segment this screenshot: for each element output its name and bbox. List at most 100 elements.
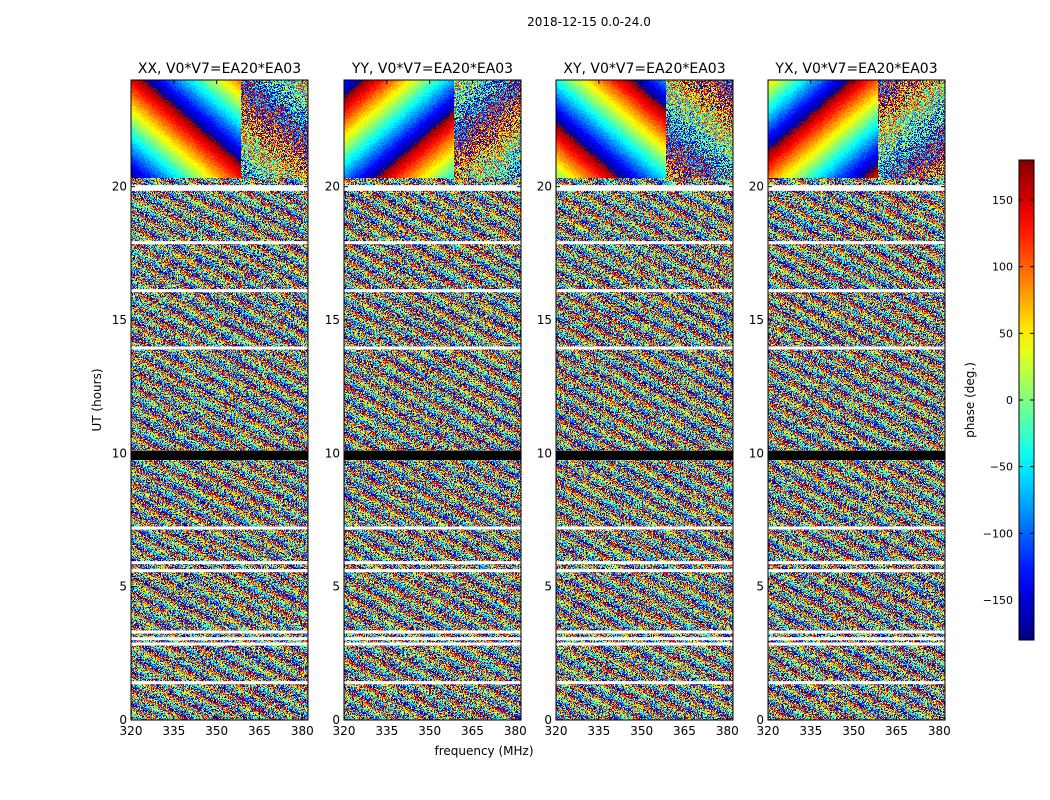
panel-yy: YY, V0*V7=EA20*EA03 320 335 350 365 380 0 5 10 15… [325, 61, 527, 738]
panel-title: YY, V0*V7=EA20*EA03 [351, 61, 513, 77]
figure-title: 2018-12-15 0.0-24.0 [527, 15, 651, 29]
flagged-gap [131, 681, 308, 685]
flagged-gap [344, 630, 521, 634]
dead-band [131, 450, 308, 460]
flagged-gap [768, 241, 945, 245]
flagged-gap [556, 241, 733, 245]
heatmap-image [556, 80, 733, 720]
y-tick-label: 15 [325, 313, 340, 327]
y-tick-label: 20 [537, 180, 552, 194]
colorbar-label: phase (deg.) [963, 362, 977, 438]
axes-frame [555, 79, 734, 721]
panel-xy: XY, V0*V7=EA20*EA03 320 335 350 365 380 0 5 10 15… [537, 61, 739, 738]
flagged-gap [344, 241, 521, 245]
dead-band [556, 450, 733, 460]
y-tick-label: 0 [756, 713, 764, 727]
axes-frame [343, 79, 522, 721]
flagged-gap [131, 289, 308, 293]
x-tick-label: 350 [630, 724, 653, 738]
flagged-gap [768, 185, 945, 189]
flagged-gap [131, 569, 308, 573]
flagged-gap [556, 630, 733, 634]
panel-yx: YX, V0*V7=EA20*EA03 320 335 350 365 380 0 5 10 15… [749, 61, 951, 738]
x-tick-label: 335 [799, 724, 822, 738]
y-tick-label: 10 [749, 446, 764, 460]
flagged-gap [556, 642, 733, 646]
y-tick-label: 20 [325, 180, 340, 194]
flagged-gap [344, 642, 521, 646]
flagged-gap [131, 346, 308, 350]
y-tick-label: 10 [325, 446, 340, 460]
axes-frame [767, 79, 946, 721]
flagged-gap [344, 637, 521, 641]
flagged-gap [131, 241, 308, 245]
x-tick-label: 365 [885, 724, 908, 738]
flagged-gap [768, 346, 945, 350]
colorbar-tick-label: 0 [1006, 394, 1013, 407]
x-tick-label: 380 [504, 724, 527, 738]
y-tick-label: 15 [112, 313, 127, 327]
flagged-gap [131, 561, 308, 565]
x-tick-label: 365 [248, 724, 271, 738]
y-tick-label: 5 [119, 580, 127, 594]
flagged-gap [768, 642, 945, 646]
x-tick-label: 335 [587, 724, 610, 738]
flagged-gap [344, 526, 521, 530]
flagged-gap [768, 681, 945, 685]
dead-band [768, 450, 945, 460]
colorbar: −150 −100 −50 0 50 100 150 [983, 159, 1035, 641]
x-tick-label: 350 [842, 724, 865, 738]
y-tick-label: 10 [112, 446, 127, 460]
colorbar-tick-label: 100 [992, 261, 1013, 274]
flagged-gap [344, 289, 521, 293]
axes-frame [130, 79, 309, 721]
flagged-gap [344, 569, 521, 573]
y-tick-label: 0 [544, 713, 552, 727]
x-tick-label: 350 [205, 724, 228, 738]
flagged-gap [768, 526, 945, 530]
flagged-gap [768, 637, 945, 641]
flagged-gap [768, 289, 945, 293]
x-tick-label: 320 [333, 724, 356, 738]
colorbar-tick-label: 50 [999, 327, 1013, 340]
y-tick-label: 5 [756, 580, 764, 594]
flagged-gap [768, 561, 945, 565]
x-tick-label: 380 [716, 724, 739, 738]
flagged-gap [344, 681, 521, 685]
y-tick-label: 5 [544, 580, 552, 594]
x-tick-label: 380 [928, 724, 951, 738]
flagged-gap [344, 561, 521, 565]
panel-xx: XX, V0*V7=EA20*EA03 320 335 350 365 380 0 5 10 15… [112, 61, 314, 738]
colorbar-tick-label: 150 [992, 194, 1013, 207]
flagged-gap [556, 569, 733, 573]
y-tick-label: 0 [119, 713, 127, 727]
y-axis-label: UT (hours) [90, 368, 104, 431]
x-tick-label: 350 [418, 724, 441, 738]
dead-band [344, 450, 521, 460]
x-tick-label: 320 [120, 724, 143, 738]
x-tick-label: 320 [757, 724, 780, 738]
y-tick-label: 20 [112, 180, 127, 194]
panel-title: YX, V0*V7=EA20*EA03 [774, 61, 937, 77]
colorbar-tick-label: −100 [983, 527, 1013, 540]
heatmap-image [344, 80, 521, 720]
flagged-gap [556, 289, 733, 293]
flagged-gap [768, 187, 945, 191]
flagged-gap [344, 185, 521, 189]
y-tick-label: 20 [749, 180, 764, 194]
flagged-gap [344, 346, 521, 350]
colorbar-tick-label: −50 [990, 461, 1013, 474]
colorbar-tick-label: −150 [983, 594, 1013, 607]
flagged-gap [768, 569, 945, 573]
y-tick-label: 5 [332, 580, 340, 594]
flagged-gap [556, 681, 733, 685]
y-tick-label: 15 [537, 313, 552, 327]
flagged-gap [556, 187, 733, 191]
flagged-gap [556, 526, 733, 530]
heatmap-image [768, 80, 945, 720]
flagged-gap [131, 185, 308, 189]
flagged-gap [768, 630, 945, 634]
flagged-gap [131, 630, 308, 634]
x-tick-label: 335 [162, 724, 185, 738]
